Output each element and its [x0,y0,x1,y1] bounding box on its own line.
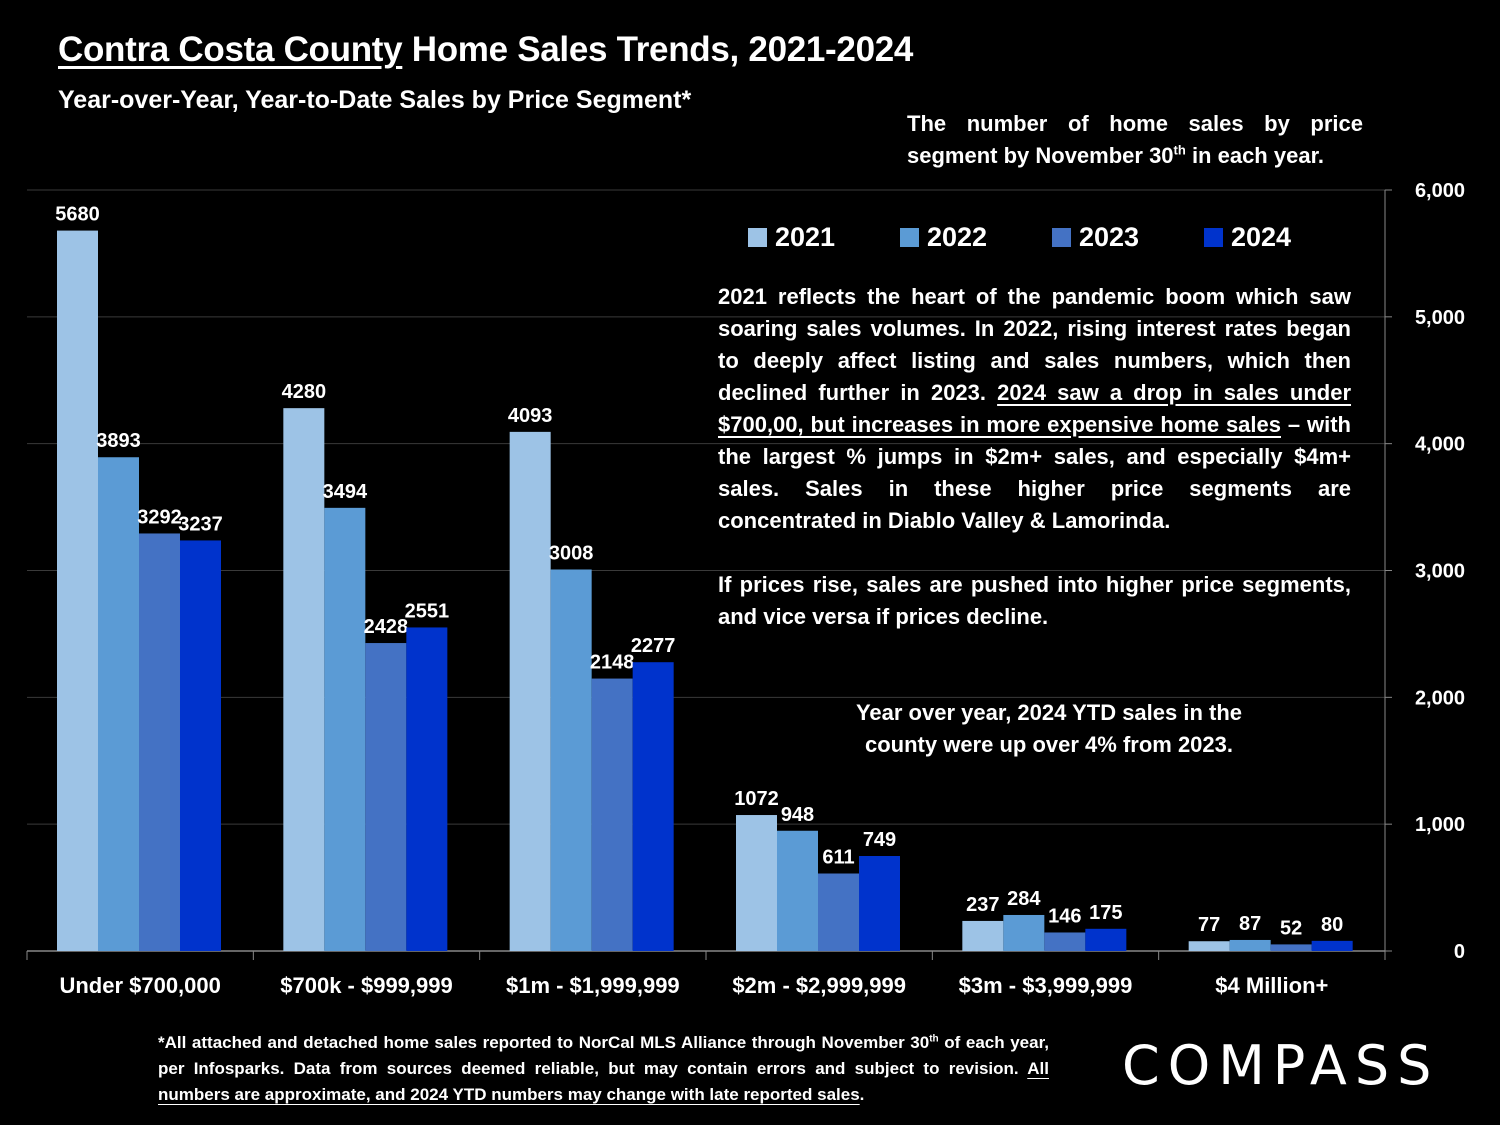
data-label: 2551 [405,600,450,622]
bar [98,457,139,951]
bar [818,873,859,951]
x-tick-label: $700k - $999,999 [280,973,453,998]
data-label: 2428 [364,616,409,638]
y-tick-label: 4,000 [1415,434,1465,456]
bar [324,507,366,951]
y-tick-label: 6,000 [1415,180,1465,202]
footnote: *All attached and detached home sales re… [158,1033,1049,1104]
data-label: 948 [781,804,814,826]
data-label: 3008 [549,542,594,564]
bar [736,815,777,951]
x-tick-label: $2m - $2,999,999 [732,973,906,998]
x-tick-label: $1m - $1,999,999 [506,973,680,998]
data-label: 175 [1089,902,1122,924]
legend-swatch [900,228,919,247]
data-label: 4280 [282,381,327,403]
bar [509,431,551,951]
note-definition: The number of home sales by price segmen… [907,111,1363,168]
bar [1003,914,1045,951]
data-label: 3292 [137,506,182,528]
legend-swatch [748,228,767,247]
bar [777,830,818,951]
data-label: 3494 [323,481,368,503]
note-yoy: Year over year, 2024 YTD sales in the co… [855,700,1243,757]
chart-subtitle: Year-over-Year, Year-to-Date Sales by Pr… [58,86,692,114]
data-label: 1072 [734,788,779,810]
bar [406,627,448,951]
chart-legend: 2021 2022 2023 2024 [748,222,1356,253]
data-label: 3893 [96,430,141,452]
x-tick-label: $3m - $3,999,999 [959,973,1133,998]
data-label: 146 [1048,905,1081,927]
bar [632,662,674,951]
legend-item: 2024 [1204,222,1356,253]
title-rest: Home Sales Trends, 2021-2024 [402,30,914,69]
bar [1044,932,1086,951]
bar [180,540,221,951]
x-tick-label: Under $700,000 [59,973,220,998]
bar [550,569,592,951]
data-label: 2277 [631,635,676,657]
data-label: 2148 [590,652,635,674]
data-label: 237 [966,894,999,916]
y-tick-label: 0 [1454,941,1465,963]
note-commentary: 2021 reflects the heart of the pandemic … [718,281,1351,633]
y-tick-label: 1,000 [1415,814,1465,836]
bar [1270,944,1312,951]
bar [1229,939,1271,951]
data-label: 611 [822,847,854,869]
legend-label: 2023 [1079,222,1140,252]
bar [962,920,1004,951]
legend-item: 2022 [900,222,1052,253]
legend-swatch [1204,228,1223,247]
bar [139,533,180,951]
data-label: 87 [1239,913,1261,935]
chart-title: Contra Costa County Home Sales Trends, 2… [58,30,913,70]
bar [591,678,633,951]
bar [365,643,407,951]
commentary-paragraph-1: 2021 reflects the heart of the pandemic … [718,284,1352,533]
bar [859,856,900,951]
data-label: 3237 [178,513,223,535]
bar [57,230,98,951]
compass-logo: COMPASS [1122,1034,1440,1097]
legend-label: 2024 [1231,222,1292,252]
legend-swatch [1052,228,1071,247]
data-label: 5680 [55,204,100,226]
data-label: 77 [1198,914,1220,936]
legend-label: 2022 [927,222,988,252]
data-label: 80 [1321,914,1343,936]
legend-item: 2021 [748,222,900,253]
y-tick-label: 3,000 [1415,561,1465,583]
data-label: 749 [863,829,896,851]
x-tick-label: $4 Million+ [1215,973,1328,998]
legend-item: 2023 [1052,222,1204,253]
commentary-paragraph-2: If prices rise, sales are pushed into hi… [718,572,1351,629]
data-label: 4093 [508,405,553,427]
y-tick-label: 5,000 [1415,307,1465,329]
bar [1085,928,1127,951]
legend-label: 2021 [775,222,836,252]
y-tick-label: 2,000 [1415,687,1465,709]
bar [1188,941,1230,951]
bar [1311,940,1353,951]
title-county: Contra Costa County [58,30,403,69]
data-label: 52 [1280,917,1302,939]
data-label: 284 [1007,888,1041,910]
bar [283,408,325,951]
